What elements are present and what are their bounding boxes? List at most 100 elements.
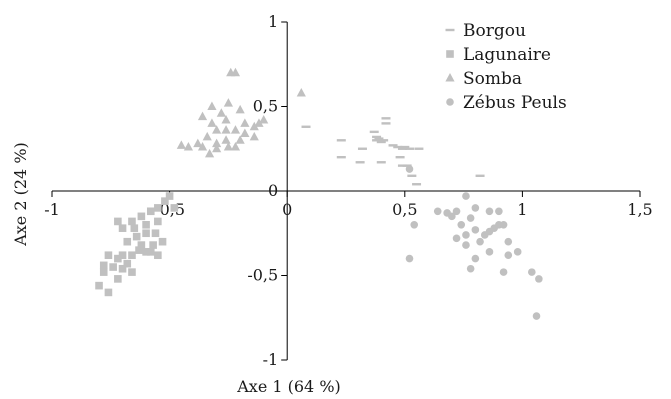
data-point xyxy=(235,135,245,144)
data-point xyxy=(381,122,391,125)
data-point xyxy=(114,254,122,263)
data-point xyxy=(485,248,494,256)
data-point xyxy=(216,108,226,117)
data-point xyxy=(369,130,379,134)
data-point xyxy=(402,164,412,167)
data-point xyxy=(476,237,484,246)
data-point xyxy=(99,268,108,276)
data-point xyxy=(254,118,264,127)
data-point xyxy=(259,115,269,124)
legend-label: Borgou xyxy=(463,21,526,41)
data-point xyxy=(405,254,414,263)
data-point xyxy=(495,207,503,216)
data-point xyxy=(130,224,139,232)
data-point xyxy=(132,232,141,241)
data-point xyxy=(223,98,233,107)
data-point xyxy=(212,138,222,148)
data-point xyxy=(154,251,162,260)
data-point xyxy=(336,156,346,159)
data-point xyxy=(249,121,259,131)
legend-marker xyxy=(445,28,455,32)
data-point xyxy=(114,275,122,283)
x-axis-label: Axe 1 (64 %) xyxy=(236,377,341,396)
data-point xyxy=(372,139,382,142)
data-point xyxy=(480,231,489,239)
x-tick-label: 1 xyxy=(517,200,527,219)
data-point xyxy=(212,125,222,134)
series-dash xyxy=(301,117,485,186)
data-point xyxy=(393,145,403,149)
y-tick-label: -0,5 xyxy=(247,266,278,285)
data-point xyxy=(407,174,417,177)
data-point xyxy=(142,248,150,256)
data-point xyxy=(499,221,508,229)
data-point xyxy=(114,217,122,226)
series-square xyxy=(95,192,179,297)
y-tick-label: -1 xyxy=(263,350,279,369)
data-point xyxy=(405,147,415,150)
data-point xyxy=(123,237,132,246)
legend-label: Lagunaire xyxy=(463,45,551,65)
y-tick-label: 0,5 xyxy=(253,97,278,116)
data-point xyxy=(433,207,442,216)
data-point xyxy=(128,268,136,276)
data-point xyxy=(197,142,208,151)
data-point xyxy=(475,174,485,177)
series-circle xyxy=(405,165,543,320)
data-point xyxy=(207,118,217,127)
data-point xyxy=(161,197,169,205)
data-point xyxy=(170,204,179,212)
data-point xyxy=(397,164,407,167)
data-point xyxy=(405,165,414,173)
data-point xyxy=(158,237,167,246)
data-point xyxy=(397,147,407,150)
tick-labels: -1 -0,5 0 0,5 1 1,5-1-0,50,510 xyxy=(44,12,653,369)
series-triangle xyxy=(176,67,306,158)
data-point xyxy=(235,104,245,114)
data-point xyxy=(532,312,541,320)
data-point xyxy=(355,161,365,164)
x-tick-label: 1,5 xyxy=(627,200,652,219)
data-point xyxy=(412,183,422,186)
data-point xyxy=(165,192,174,200)
data-point xyxy=(504,237,513,246)
data-point xyxy=(197,111,208,121)
data-point xyxy=(457,221,466,229)
data-points xyxy=(95,67,543,320)
data-point xyxy=(388,144,398,147)
data-point xyxy=(183,142,194,151)
data-point xyxy=(240,118,250,127)
data-point xyxy=(513,248,522,256)
data-point xyxy=(376,140,386,144)
data-point xyxy=(223,142,233,151)
data-point xyxy=(142,229,150,238)
data-point xyxy=(99,261,108,270)
x-tick-label: 0 xyxy=(282,200,292,219)
data-point xyxy=(452,207,461,216)
legend: Borgou Lagunaire Somba Zébus Peuls xyxy=(445,21,567,113)
x-tick-label: -1 xyxy=(44,200,60,219)
data-point xyxy=(462,241,470,249)
data-point xyxy=(410,221,419,229)
data-point xyxy=(230,125,241,134)
data-point xyxy=(104,251,113,260)
data-point xyxy=(452,234,461,243)
data-point xyxy=(357,147,367,150)
data-point xyxy=(471,226,480,234)
data-point xyxy=(504,251,513,260)
data-point xyxy=(204,148,215,158)
data-point xyxy=(137,212,146,221)
data-point xyxy=(135,246,143,254)
data-point xyxy=(212,143,222,153)
data-point xyxy=(528,268,536,276)
data-point xyxy=(372,135,382,139)
data-point xyxy=(142,221,150,229)
data-point xyxy=(176,140,186,149)
data-point xyxy=(395,156,405,159)
x-tick-label: 0,5 xyxy=(392,200,417,219)
data-point xyxy=(123,259,132,268)
data-point xyxy=(471,254,480,263)
data-point xyxy=(535,275,543,283)
data-point xyxy=(466,214,475,222)
data-point xyxy=(400,145,410,149)
